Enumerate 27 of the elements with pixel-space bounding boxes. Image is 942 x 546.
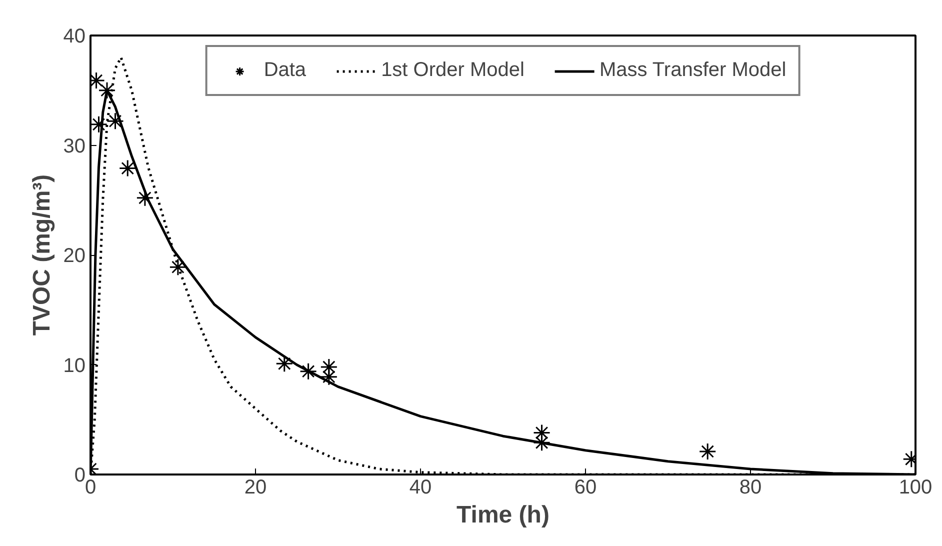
point	[106, 112, 124, 130]
x-tick-label: 20	[244, 476, 267, 498]
point	[320, 368, 338, 386]
x-tick-label: 60	[574, 476, 597, 498]
point	[533, 434, 551, 452]
point	[533, 424, 551, 442]
y-tick-label: 40	[63, 26, 86, 48]
point	[98, 82, 116, 100]
legend-label: 1st Order Model	[381, 59, 524, 82]
point	[300, 362, 318, 380]
y-axis-title: TVOC (mg/m³)	[28, 174, 56, 336]
legend-label: Mass Transfer Model	[599, 59, 786, 82]
point	[90, 116, 108, 134]
point	[136, 189, 154, 207]
point	[320, 358, 338, 376]
y-tick-label: 30	[63, 135, 86, 158]
x-tick-label: 100	[898, 476, 932, 498]
point	[118, 160, 136, 178]
point	[698, 442, 716, 460]
y-tick-label: 10	[63, 354, 86, 377]
point	[169, 258, 187, 276]
legend-label: Data	[264, 59, 306, 82]
x-tick-label: 40	[409, 476, 432, 498]
x-tick-label: 80	[739, 476, 762, 498]
point	[276, 354, 294, 372]
y-tick-label: 20	[63, 245, 86, 267]
x-axis-title: Time (h)	[456, 502, 550, 528]
